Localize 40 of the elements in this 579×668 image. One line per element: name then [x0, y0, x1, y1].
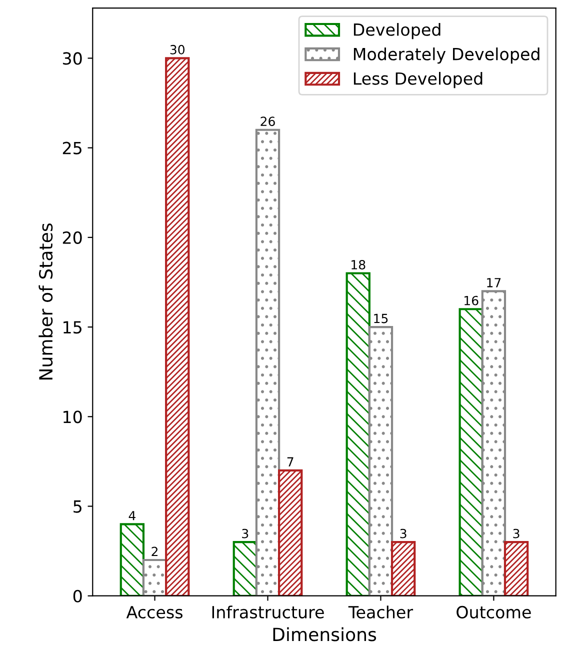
data-label: 18	[352, 260, 366, 270]
y-tick-label: 5	[74, 500, 82, 513]
data-label: 17	[487, 278, 501, 288]
legend-label: Developed	[354, 23, 440, 40]
bar	[368, 326, 394, 596]
x-tick-label: Teacher	[348, 606, 414, 618]
bar	[458, 308, 484, 596]
data-label: 3	[400, 528, 406, 538]
x-tick-label: Outcome	[456, 606, 531, 618]
legend-label: Moderately Developed	[354, 47, 540, 64]
legend-label: Less Developed	[354, 72, 482, 88]
y-tick-label: 25	[62, 142, 82, 154]
data-label: 15	[374, 314, 388, 324]
y-tick-label: 0	[73, 590, 82, 602]
x-axis-title: Dimensions	[273, 627, 376, 642]
bar	[120, 523, 145, 596]
y-tick-label: 30	[62, 52, 82, 65]
data-label: 26	[260, 116, 275, 126]
bar	[255, 128, 280, 596]
bar	[346, 272, 370, 596]
bar	[390, 541, 416, 596]
bar	[232, 541, 258, 596]
bar	[481, 290, 506, 596]
y-axis-title: Number of States	[38, 224, 53, 380]
bar	[504, 541, 529, 596]
bar	[165, 57, 190, 596]
data-label: 4	[128, 511, 136, 520]
data-label: 2	[152, 546, 158, 556]
data-label: 7	[287, 457, 294, 466]
y-tick-label: 10	[64, 410, 82, 424]
x-tick-label: Access	[126, 606, 182, 618]
x-tick-label: Infrastructure	[212, 606, 324, 618]
bar	[142, 558, 168, 596]
bar	[278, 469, 303, 596]
data-label: 3	[513, 528, 520, 538]
y-tick-label: 15	[64, 321, 82, 334]
data-label: 3	[242, 528, 248, 538]
data-label: 30	[170, 44, 184, 54]
data-label: 16	[464, 296, 478, 306]
y-tick-label: 20	[62, 231, 82, 244]
